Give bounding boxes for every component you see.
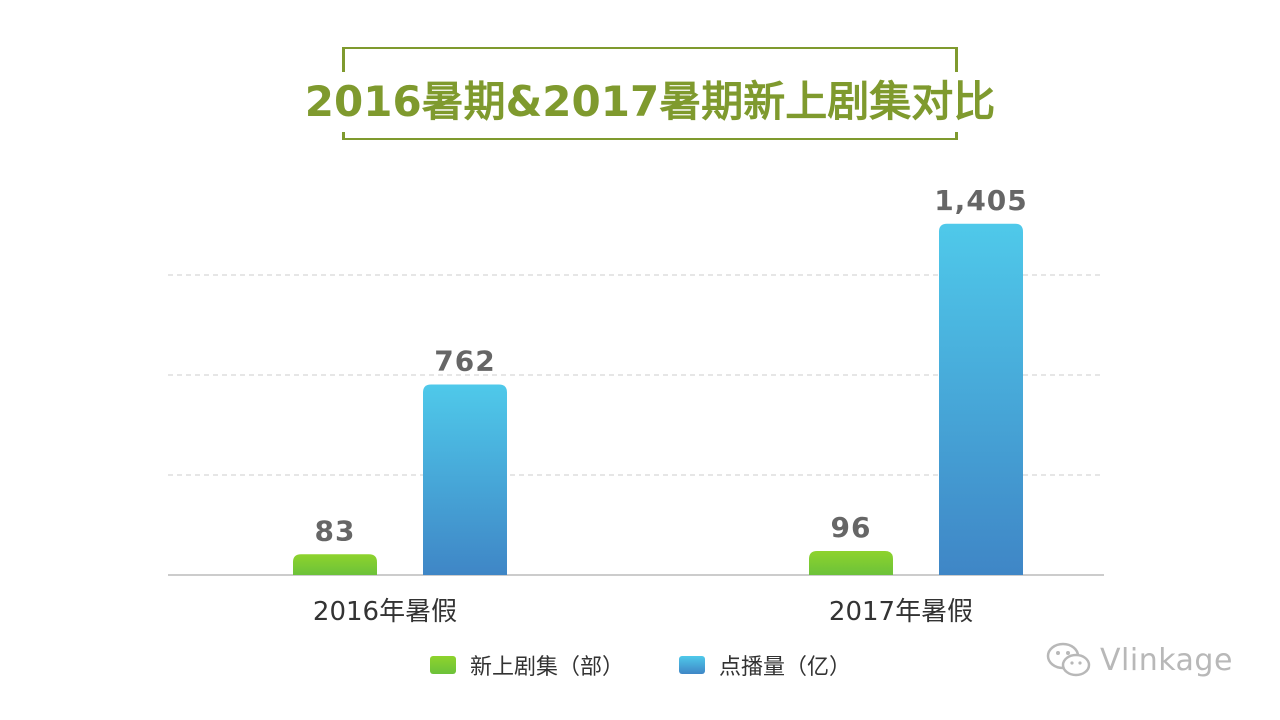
wechat-icon: [1046, 642, 1091, 677]
bar-1-series-1: [293, 554, 377, 575]
legend-swatch-series-2: [679, 656, 705, 674]
data-label-2-series-1: 96: [831, 511, 872, 544]
bar-2-series-2: [939, 223, 1023, 575]
legend-label-series-2: 点播量（亿）: [719, 655, 852, 680]
data-label-1-series-1: 83: [315, 514, 356, 547]
legend-label-series-1: 新上剧集（部）: [470, 655, 625, 680]
watermark-text: Vlinkage: [1100, 642, 1233, 678]
data-label-2-series-2: 1,405: [934, 184, 1028, 217]
category-label-2: 2017年暑假: [829, 597, 973, 627]
legend: 新上剧集（部） 点播量（亿）: [0, 650, 1280, 680]
watermark: Vlinkage: [1046, 640, 1233, 680]
legend-item-series-1: 新上剧集（部）: [430, 650, 624, 680]
legend-item-series-2: 点播量（亿）: [679, 650, 851, 680]
category-label-1: 2016年暑假: [313, 597, 457, 627]
bar-1-series-2: [423, 384, 507, 575]
data-label-1-series-2: 762: [434, 345, 495, 378]
chart-title: 2016暑期&2017暑期新上剧集对比: [290, 72, 1010, 132]
legend-swatch-series-1: [430, 656, 456, 674]
bar-2-series-1: [809, 551, 893, 575]
